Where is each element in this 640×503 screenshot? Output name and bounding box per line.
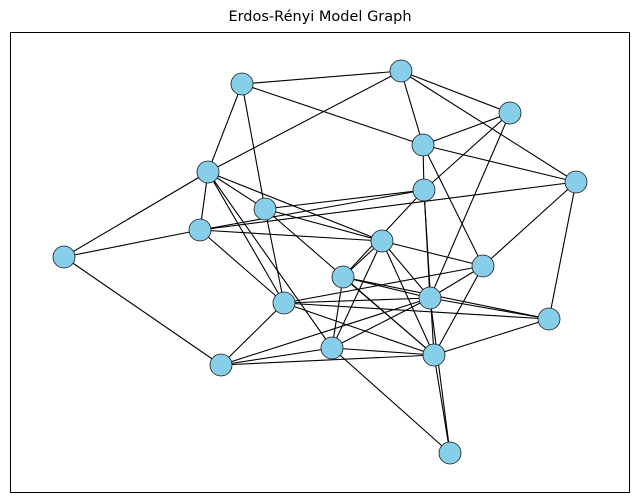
graph-edge-16-18 <box>220 347 333 366</box>
graph-node-6 <box>412 178 436 202</box>
graph-edge-0-7 <box>241 83 266 210</box>
graph-edge-10-18 <box>63 256 222 366</box>
graph-edge-4-8 <box>199 181 577 231</box>
graph-edge-6-8 <box>199 189 425 231</box>
graph-edge-9-17 <box>381 240 435 356</box>
graph-node-16 <box>320 336 344 360</box>
graph-edge-2-6 <box>423 112 511 191</box>
graph-node-9 <box>370 229 394 253</box>
graph-edge-11-17 <box>433 265 484 356</box>
graph-edge-4-15 <box>548 181 577 320</box>
graph-edge-14-15 <box>283 302 550 320</box>
graph-edge-5-14 <box>207 171 285 304</box>
nodes-layer <box>52 59 588 465</box>
graph-edge-5-9 <box>207 171 383 242</box>
graph-edge-13-15 <box>429 297 550 320</box>
edges-layer <box>63 70 577 454</box>
graph-node-8 <box>188 218 212 242</box>
graph-edge-17-18 <box>220 354 435 366</box>
graph-edge-9-16 <box>331 240 383 349</box>
graph-node-15 <box>537 307 561 331</box>
graph-node-13 <box>418 286 442 310</box>
graph-edge-1-2 <box>400 70 511 114</box>
graph-edge-7-9 <box>264 208 383 242</box>
graph-edge-12-17 <box>342 276 435 356</box>
graph-node-2 <box>498 101 522 125</box>
graph-edge-17-15 <box>433 318 550 356</box>
graph-edge-11-14 <box>283 265 484 304</box>
graph-node-3 <box>411 133 435 157</box>
graph-edge-8-9 <box>199 229 383 242</box>
graph-edge-2-13 <box>429 112 511 299</box>
graph-edge-16-19 <box>331 347 451 454</box>
graph-edge-13-14 <box>283 297 431 304</box>
graph-edge-8-14 <box>199 229 285 304</box>
graph-edge-4-11 <box>482 181 577 267</box>
graph-node-7 <box>253 197 277 221</box>
graph-node-4 <box>564 170 588 194</box>
graph-edge-0-5 <box>207 83 243 173</box>
graph-edge-14-17 <box>283 302 435 356</box>
graph-edge-1-5 <box>207 70 402 173</box>
graph-edge-6-7 <box>264 189 425 210</box>
graph-edge-13-19 <box>429 297 451 454</box>
graph-edge-3-4 <box>422 144 577 183</box>
graph-node-14 <box>272 291 296 315</box>
graph-edge-1-4 <box>400 70 577 183</box>
graph-edge-17-19 <box>433 354 451 454</box>
graph-edge-0-1 <box>241 70 402 85</box>
graph-edge-16-17 <box>331 347 435 356</box>
graph-edge-13-16 <box>331 297 431 349</box>
graph-edge-1-3 <box>400 70 424 146</box>
graph-node-18 <box>209 353 233 377</box>
graph-node-17 <box>422 343 446 367</box>
graph-edge-8-10 <box>63 229 201 258</box>
graph-edge-6-17 <box>423 189 435 356</box>
graph-edge-3-11 <box>422 144 484 267</box>
graph-edge-12-15 <box>342 276 550 320</box>
graph-title: Erdos-Rényi Model Graph <box>228 9 412 25</box>
graph-node-12 <box>331 265 355 289</box>
graph-edge-0-3 <box>241 83 424 146</box>
graph-node-19 <box>438 441 462 465</box>
graph-node-1 <box>389 59 413 83</box>
graph-edge-9-13 <box>381 240 431 299</box>
graph-edge-9-11 <box>381 240 484 267</box>
graph-edge-2-3 <box>422 112 511 146</box>
graph-edge-7-14 <box>264 208 285 304</box>
graph-node-0 <box>230 72 254 96</box>
graph-edge-5-10 <box>63 171 209 258</box>
graph-node-5 <box>196 160 220 184</box>
graph-node-11 <box>471 254 495 278</box>
graph-edge-12-16 <box>331 276 344 349</box>
graph-node-10 <box>52 245 76 269</box>
plot-frame <box>10 32 630 493</box>
graph-edge-5-16 <box>207 171 333 349</box>
graph-edge-14-18 <box>220 302 285 366</box>
